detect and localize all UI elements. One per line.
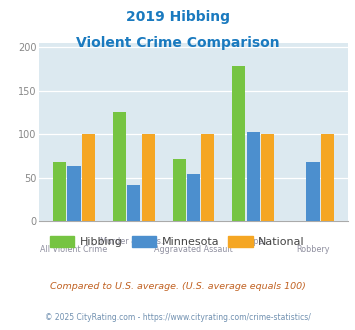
Text: Aggravated Assault: Aggravated Assault [154,246,233,254]
Text: © 2025 CityRating.com - https://www.cityrating.com/crime-statistics/: © 2025 CityRating.com - https://www.city… [45,314,310,322]
Text: 2019 Hibbing: 2019 Hibbing [126,10,229,24]
Bar [261,134,274,221]
Bar [82,134,95,221]
Text: Murder & Mans...: Murder & Mans... [99,237,168,246]
Bar [67,166,81,221]
Bar [306,162,320,221]
Bar [142,134,155,221]
Bar [201,134,214,221]
Bar [53,162,66,221]
Bar [113,113,126,221]
Bar [321,134,334,221]
Text: Violent Crime Comparison: Violent Crime Comparison [76,36,279,50]
Bar [127,184,140,221]
Bar [187,174,200,221]
Legend: Hibbing, Minnesota, National: Hibbing, Minnesota, National [45,232,310,251]
Text: Compared to U.S. average. (U.S. average equals 100): Compared to U.S. average. (U.S. average … [50,282,305,291]
Bar [247,132,260,221]
Bar [173,158,186,221]
Bar [232,66,245,221]
Text: Robbery: Robbery [296,246,330,254]
Text: Rape: Rape [243,237,263,246]
Text: All Violent Crime: All Violent Crime [40,246,108,254]
